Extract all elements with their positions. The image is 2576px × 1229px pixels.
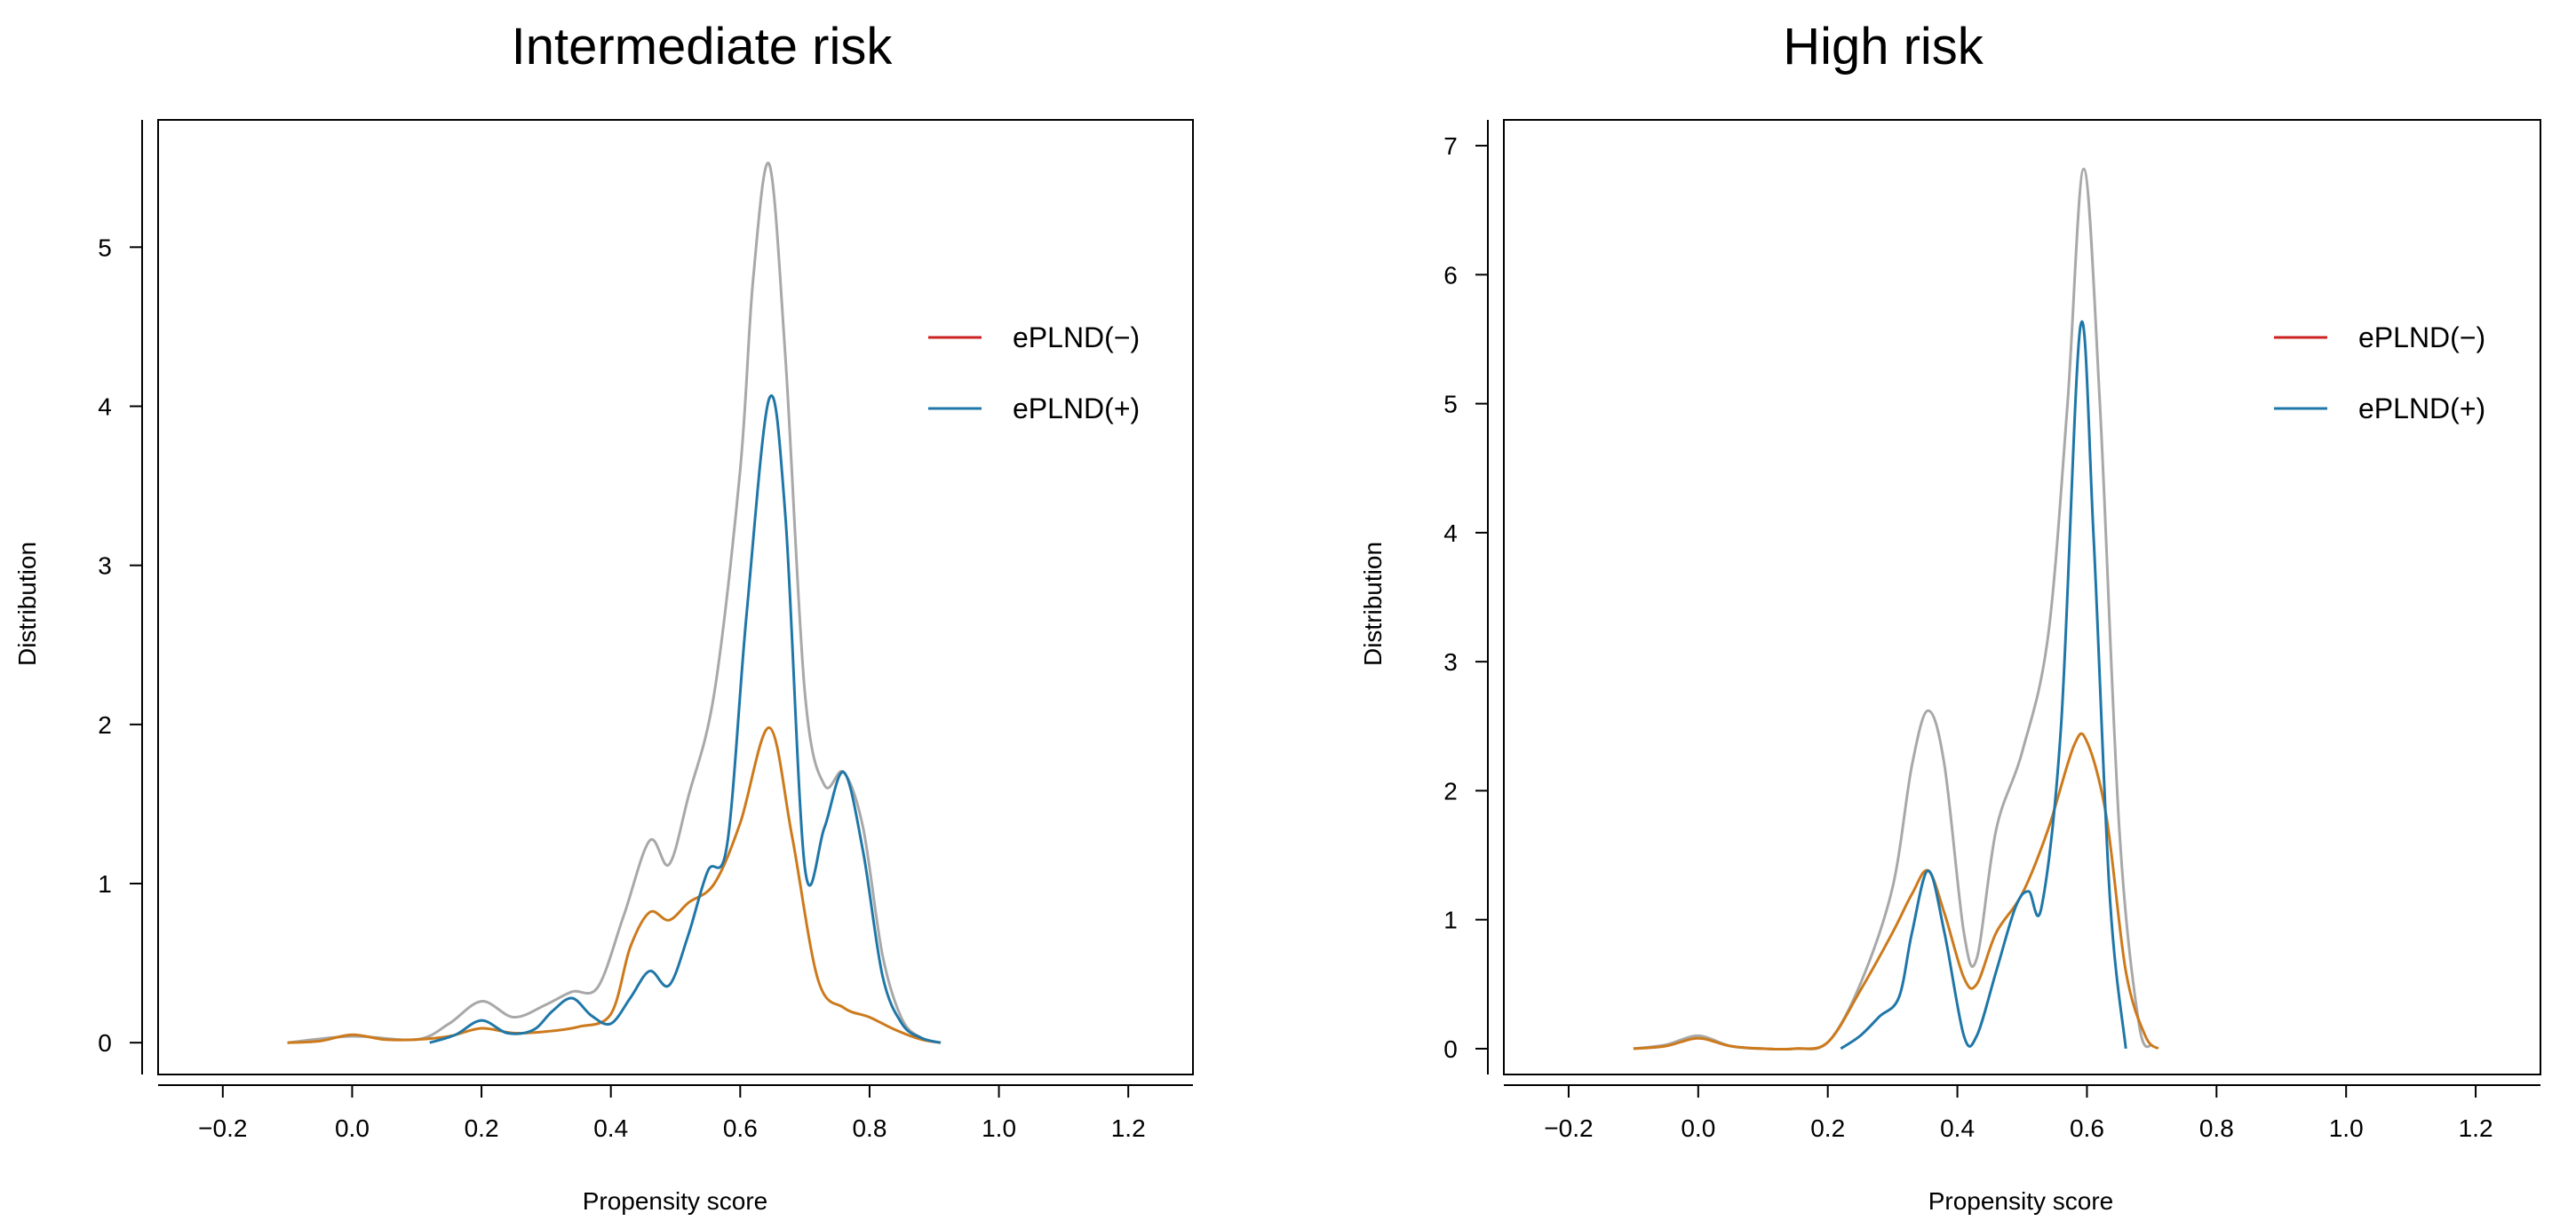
panel-intermediate-risk: Intermediate risk −0.2 0.0 0.2 0.4 0.6 0.8 1.0…: [13, 18, 1194, 1215]
y-ticks: 0 1 2 3 4 5: [98, 234, 142, 1057]
y-tick-label: 6: [1443, 261, 1458, 289]
y-tick-label: 4: [1443, 519, 1458, 547]
y-axis-label: Distribution: [1359, 542, 1387, 666]
plot-frame: [1503, 119, 2541, 1075]
x-tick-label: 0.4: [1940, 1114, 1975, 1142]
x-tick-label: 1.2: [1111, 1114, 1146, 1142]
x-tick-label: 0.4: [593, 1114, 628, 1142]
x-tick-label: −0.2: [1544, 1114, 1593, 1142]
y-tick-label: 1: [98, 870, 112, 898]
legend: ePLND(−) ePLND(+): [2274, 321, 2485, 424]
y-tick-label: 5: [1443, 391, 1458, 418]
series-lines: [1633, 167, 2159, 1051]
x-axis: −0.2 0.0 0.2 0.4 0.6 0.8 1.0 1.2 Propensity sco…: [158, 1084, 1193, 1215]
y-tick-label: 0: [98, 1029, 112, 1057]
y-tick-label: 5: [98, 234, 112, 261]
series-line-eplnd-pos: [1840, 320, 2127, 1051]
legend-label-eplnd-neg: ePLND(−): [2358, 321, 2485, 353]
x-tick-label: 0.6: [2070, 1114, 2104, 1142]
x-tick-label: 1.0: [2329, 1114, 2364, 1142]
legend: ePLND(−) ePLND(+): [928, 321, 1140, 424]
x-tick-label: 0.0: [1681, 1114, 1715, 1142]
y-axis-label: Distribution: [13, 542, 41, 666]
y-tick-label: 2: [98, 711, 112, 739]
y-axis: 0 1 2 3 4 5 Distribution: [13, 120, 143, 1074]
y-tick-label: 7: [1443, 132, 1458, 160]
series-line-total: [287, 161, 942, 1044]
y-tick-label: 4: [98, 393, 112, 421]
series-line-eplnd-neg: [287, 726, 942, 1044]
legend-label-eplnd-pos: ePLND(+): [2358, 392, 2485, 424]
x-tick-label: 0.2: [465, 1114, 499, 1142]
plot-frame: [157, 119, 1194, 1075]
x-tick-label: 0.6: [723, 1114, 758, 1142]
x-ticks: −0.2 0.0 0.2 0.4 0.6 0.8 1.0 1.2: [198, 1085, 1146, 1142]
x-tick-label: 0.0: [335, 1114, 370, 1142]
panel-high-risk: High risk −0.2 0.0 0.2 0.4 0.6 0.8 1.0 1.2 Prop…: [1359, 18, 2541, 1215]
series-lines: [287, 161, 942, 1044]
legend-label-eplnd-pos: ePLND(+): [1013, 392, 1140, 424]
chart-title: Intermediate risk: [512, 18, 894, 75]
series-line-total: [1633, 167, 2153, 1051]
x-tick-label: 1.2: [2459, 1114, 2493, 1142]
y-tick-label: 3: [1443, 648, 1458, 676]
x-tick-label: 0.8: [2199, 1114, 2234, 1142]
y-ticks: 0 1 2 3 4 5 6 7: [1443, 132, 1488, 1063]
x-ticks: −0.2 0.0 0.2 0.4 0.6 0.8 1.0 1.2: [1544, 1085, 2493, 1142]
x-tick-label: −0.2: [198, 1114, 247, 1142]
x-tick-label: 0.8: [852, 1114, 886, 1142]
x-axis-label: Propensity score: [583, 1187, 768, 1215]
x-axis: −0.2 0.0 0.2 0.4 0.6 0.8 1.0 1.2 Propensity sco…: [1504, 1084, 2540, 1215]
y-tick-label: 0: [1443, 1035, 1458, 1063]
x-tick-label: 0.2: [1810, 1114, 1845, 1142]
y-tick-label: 3: [98, 552, 112, 580]
chart-title: High risk: [1783, 18, 1984, 75]
x-tick-label: 1.0: [982, 1114, 1016, 1142]
y-tick-label: 1: [1443, 907, 1458, 934]
series-line-eplnd-pos: [429, 394, 942, 1044]
y-tick-label: 2: [1443, 777, 1458, 805]
y-axis: 0 1 2 3 4 5 6 7 Distribution: [1359, 120, 1489, 1074]
x-axis-label: Propensity score: [1928, 1187, 2114, 1215]
legend-label-eplnd-neg: ePLND(−): [1013, 321, 1140, 353]
